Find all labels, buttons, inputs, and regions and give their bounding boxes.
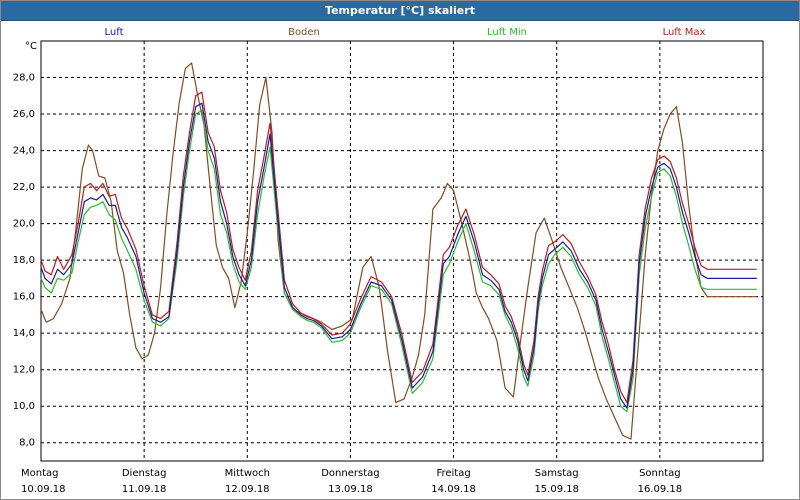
legend-entry: Luft Min [487,27,527,38]
x-tick-day: Mittwoch [225,468,270,479]
y-axis-label: °C [25,41,37,52]
legend: Luft Boden Luft Min Luft Max [105,27,706,38]
y-tick-label: 14,0 [13,328,35,339]
x-tick-date: 10.09.18 [21,484,66,495]
x-tick-day: Freitag [436,468,470,479]
y-tick-label: 28,0 [13,73,35,84]
y-tick-label: 24,0 [13,146,35,157]
x-tick-day: Montag [21,468,58,479]
series-line-luft-max [40,91,757,404]
grid [41,41,763,461]
legend-entry: Luft Max [663,27,706,38]
x-tick-day: Donnerstag [321,468,379,479]
x-tick-day: Dienstag [122,468,167,479]
x-tick-date: 14.09.18 [431,484,476,495]
x-tick-date: 13.09.18 [328,484,373,495]
x-tick-date: 11.09.18 [122,484,167,495]
x-tick-date: 12.09.18 [225,484,270,495]
y-tick-label: 22,0 [13,182,35,193]
y-tick-label: 18,0 [13,255,35,266]
temperature-chart: 8,0 10,0 12,0 14,0 16,0 18,0 20,0 22,0 24,0 26,0 2… [13,27,764,495]
y-tick-label: 26,0 [13,109,35,120]
series-group [40,62,757,440]
y-tick-label: 10,0 [13,401,35,412]
y-tick-label: 8,0 [19,438,35,449]
plot-area [40,40,764,462]
y-tick-label: 12,0 [13,365,35,376]
title-bar: Temperatur [°C] skaliert [1,1,799,21]
x-tick-date: 16.09.18 [638,484,683,495]
y-tick-label: 16,0 [13,292,35,303]
x-axis: Montag 10.09.18 Dienstag 11.09.18 Mittwoch 12… [21,468,682,495]
x-tick-date: 15.09.18 [534,484,579,495]
series-line-luft-min [40,109,757,413]
chart-title: Temperatur [°C] skaliert [325,4,475,17]
y-axis: 8,0 10,0 12,0 14,0 16,0 18,0 20,0 22,0 24,0 26,0 2… [13,73,35,449]
legend-entry: Boden [288,27,320,38]
x-tick-day: Sonntag [639,468,681,479]
x-tick-day: Samstag [535,468,579,479]
series-line-luft [40,102,757,409]
series-line-boden [40,62,757,440]
legend-entry: Luft [105,27,124,38]
y-tick-label: 20,0 [13,219,35,230]
